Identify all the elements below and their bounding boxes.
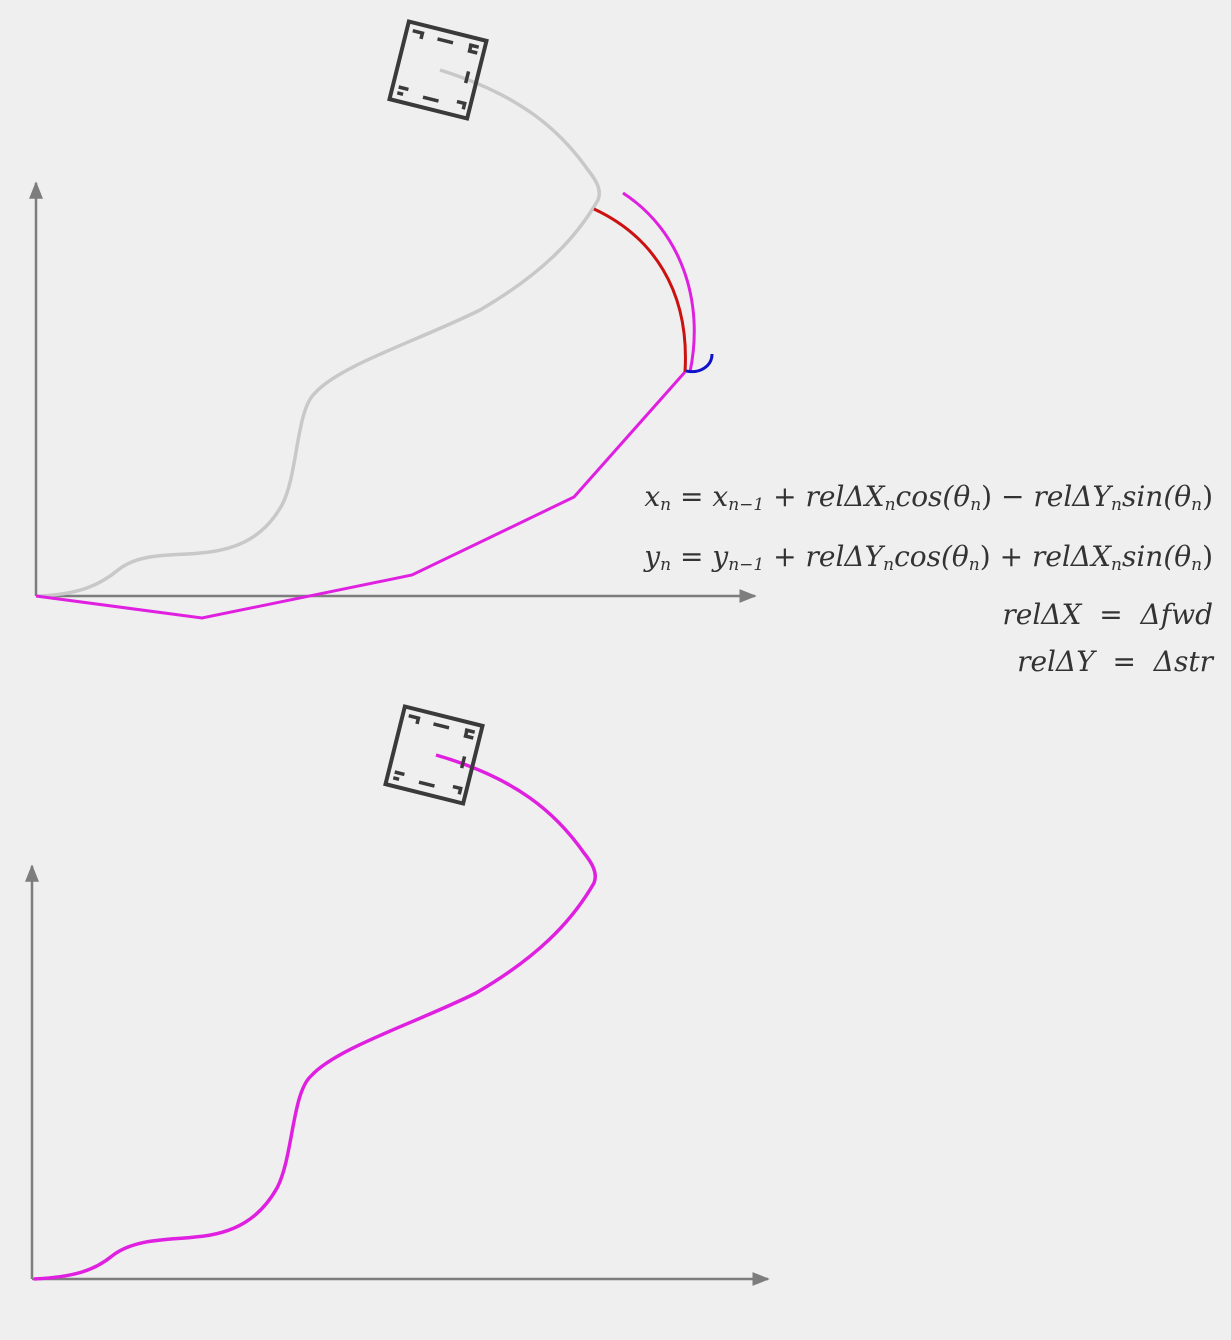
top-estimated-path	[35, 371, 687, 620]
top-magenta-arc	[622, 191, 696, 373]
equation-rel-y: relΔY = Δstr	[1017, 645, 1213, 678]
top-robot-icon	[387, 19, 489, 121]
equation-y: yn = yn−1 + relΔYncos(θn) + relΔXnsin(θn…	[644, 540, 1213, 575]
equation-rel-x: relΔX = Δfwd	[1002, 598, 1213, 631]
bottom-robot-icon	[383, 704, 485, 806]
bottom-estimated-path	[33, 753, 597, 1281]
top-blue-arc	[685, 353, 714, 374]
equation-x: xn = xn−1 + relΔXncos(θn) − relΔYnsin(θn…	[644, 480, 1213, 515]
bottom-panel	[25, 704, 770, 1286]
top-red-arc	[593, 207, 687, 373]
top-true-path	[39, 68, 601, 598]
top-panel	[29, 19, 757, 620]
